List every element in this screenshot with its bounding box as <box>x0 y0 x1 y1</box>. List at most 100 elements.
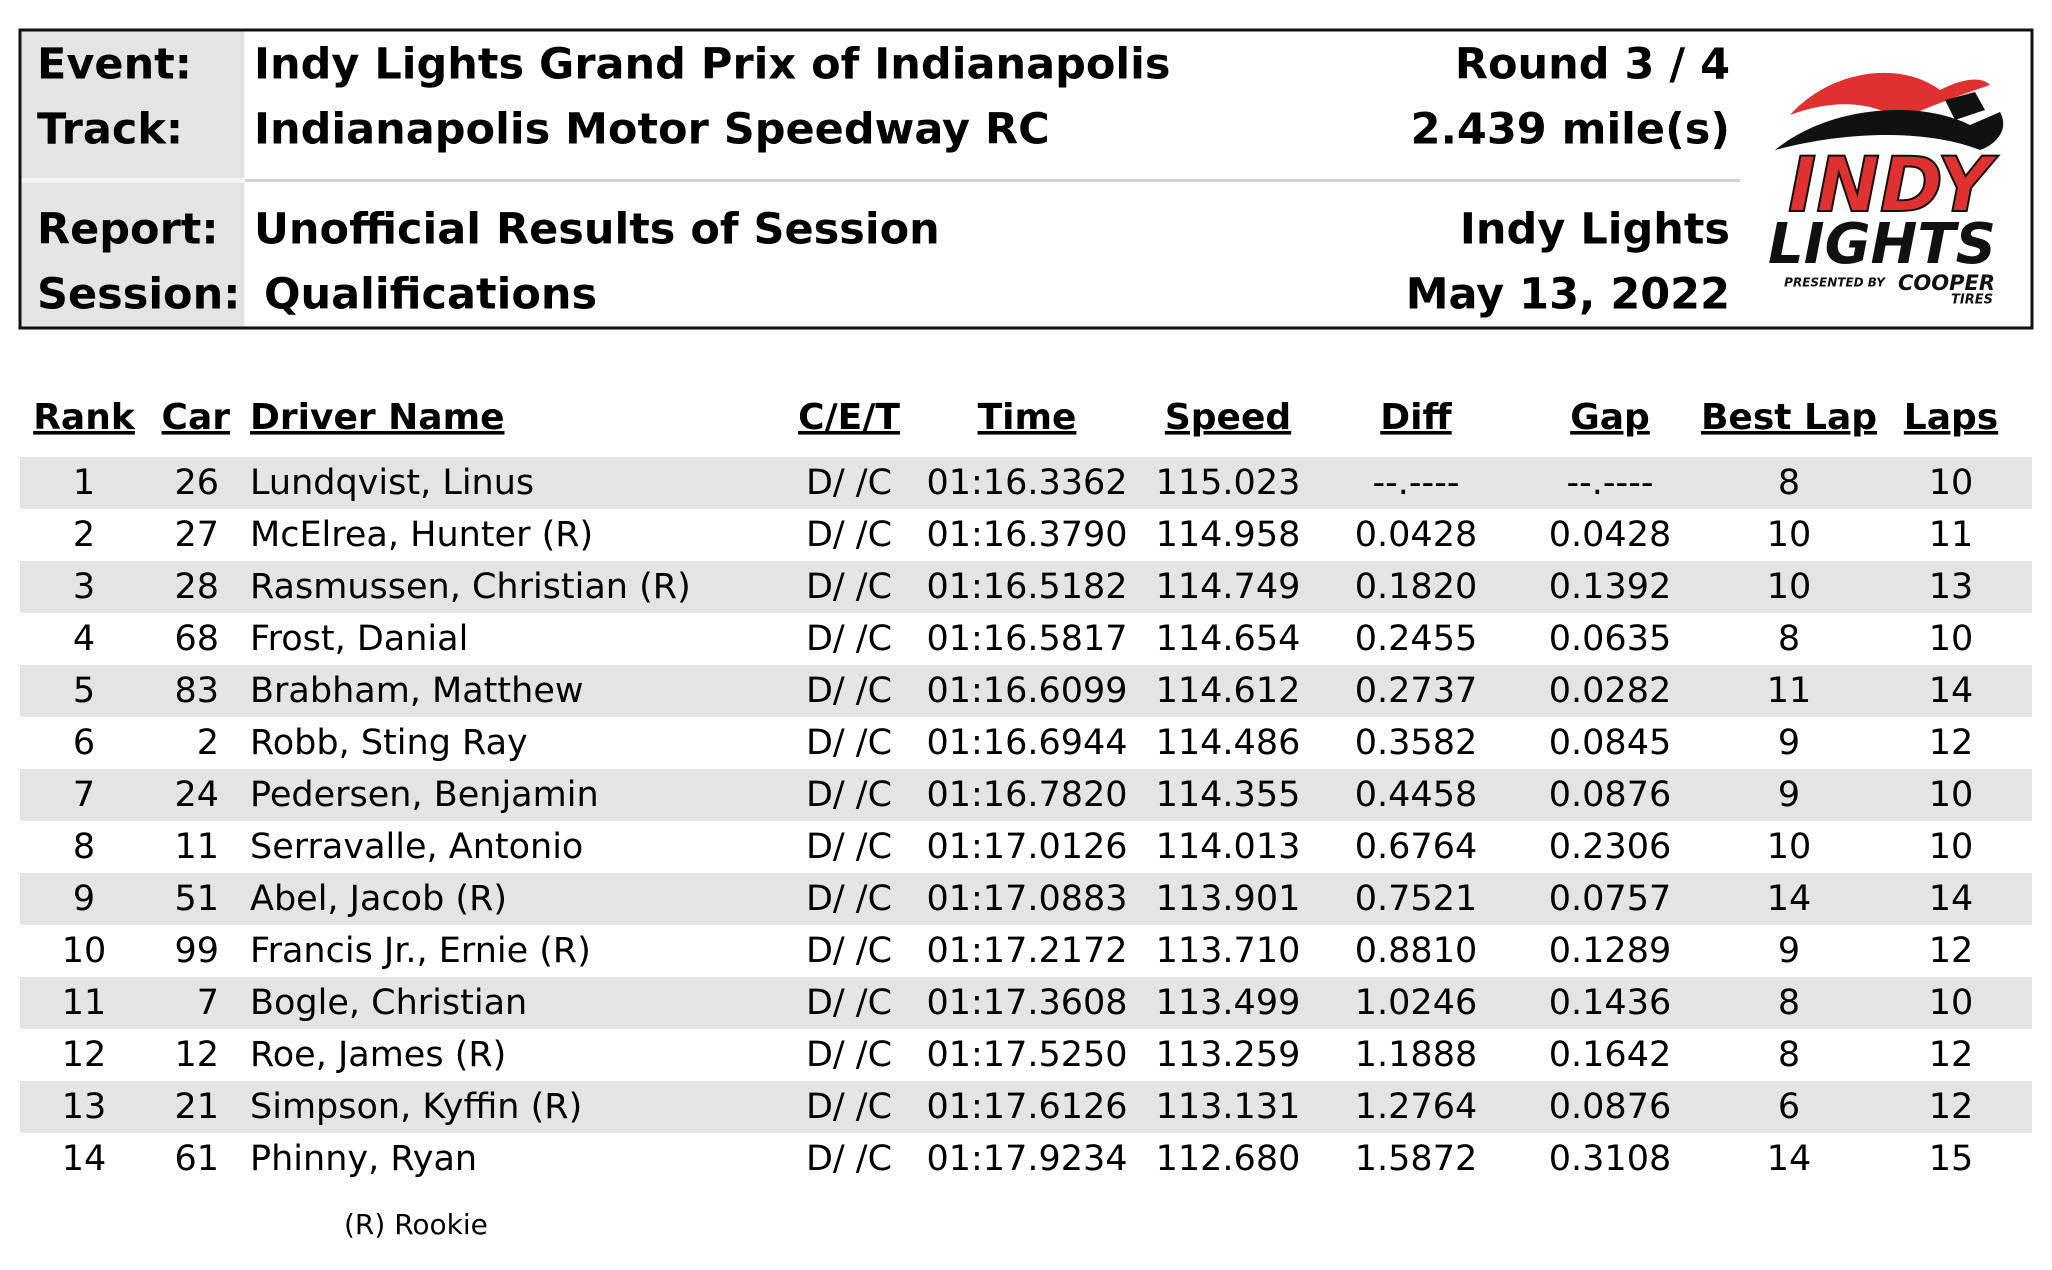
cell: 10 <box>1929 775 1974 815</box>
cell: 9 <box>73 879 95 919</box>
cell: 01:16.7820 <box>926 775 1127 815</box>
cell: 01:17.5250 <box>926 1035 1127 1075</box>
row-band <box>20 977 2032 1029</box>
cell: Lundqvist, Linus <box>250 463 534 503</box>
cell: 12 <box>1929 723 1974 763</box>
cell: 10 <box>1929 827 1974 867</box>
row-band <box>20 769 2032 821</box>
logo-lights: LIGHTS <box>1768 212 1996 277</box>
cell: 0.2455 <box>1355 619 1477 659</box>
cell: 61 <box>174 1139 219 1179</box>
cell: 0.0757 <box>1549 879 1671 919</box>
logo-sponsor: COOPER <box>1898 271 1995 295</box>
cell: 15 <box>1929 1139 1974 1179</box>
logo-presented: PRESENTED BY <box>1784 276 1886 290</box>
row-band <box>20 1081 2032 1133</box>
cell: 0.6764 <box>1355 827 1477 867</box>
cell: --.---- <box>1567 463 1654 503</box>
cell: 11 <box>174 827 219 867</box>
cell: 0.0635 <box>1549 619 1671 659</box>
cell: 14 <box>1929 879 1974 919</box>
column-header: Time <box>978 397 1077 438</box>
cell: 14 <box>1929 671 1974 711</box>
header-value: Indianapolis Motor Speedway RC <box>254 105 1050 155</box>
cell: D/ /C <box>806 1139 892 1179</box>
cell: 14 <box>62 1139 107 1179</box>
cell: 114.654 <box>1156 619 1301 659</box>
cell: 13 <box>62 1087 107 1127</box>
cell: Robb, Sting Ray <box>250 723 528 763</box>
logo-flag <box>1945 92 1985 120</box>
header-divider <box>245 179 1740 182</box>
header-right: May 13, 2022 <box>1406 270 1730 320</box>
cell: 12 <box>62 1035 107 1075</box>
cell: 10 <box>1929 619 1974 659</box>
cell: 0.0845 <box>1549 723 1671 763</box>
cell: 1.5872 <box>1355 1139 1477 1179</box>
header-label: Session: <box>37 270 240 320</box>
cell: 114.486 <box>1156 723 1301 763</box>
row-band <box>20 665 2032 717</box>
header: Event: Indy Lights Grand Prix of Indianap… <box>37 40 1730 320</box>
cell: 01:16.6099 <box>926 671 1127 711</box>
cell: 01:16.3790 <box>926 515 1127 555</box>
cell: 113.259 <box>1156 1035 1301 1075</box>
cell: 4 <box>73 619 95 659</box>
header-right: 2.439 mile(s) <box>1411 105 1730 155</box>
cell: 114.612 <box>1156 671 1301 711</box>
logo-sponsor-sub: TIRES <box>1951 293 1993 308</box>
cell: 114.958 <box>1156 515 1301 555</box>
header-label: Track: <box>37 105 183 155</box>
cell: 51 <box>174 879 219 919</box>
cell: --.---- <box>1373 463 1460 503</box>
cell: Frost, Danial <box>250 619 468 659</box>
cell: 26 <box>174 463 219 503</box>
row-band <box>20 561 2032 613</box>
cell: Roe, James (R) <box>250 1035 506 1075</box>
cell: 01:16.5817 <box>926 619 1127 659</box>
cell: Phinny, Ryan <box>250 1139 477 1179</box>
cell: 3 <box>73 567 95 607</box>
cell: 12 <box>1929 1035 1974 1075</box>
cell: 9 <box>1778 931 1800 971</box>
column-header: C/E/T <box>798 397 900 438</box>
cell: D/ /C <box>806 463 892 503</box>
cell: 114.355 <box>1156 775 1301 815</box>
cell: D/ /C <box>806 515 892 555</box>
cell: McElrea, Hunter (R) <box>250 515 593 555</box>
cell: 11 <box>1767 671 1812 711</box>
cell: 8 <box>73 827 95 867</box>
cell: 10 <box>62 931 107 971</box>
header-right: Round 3 / 4 <box>1455 40 1730 90</box>
cell: 113.710 <box>1156 931 1301 971</box>
cell: 0.8810 <box>1355 931 1477 971</box>
cell: Francis Jr., Ernie (R) <box>250 931 591 971</box>
cell: 01:16.5182 <box>926 567 1127 607</box>
cell: D/ /C <box>806 775 892 815</box>
cell: 01:17.0883 <box>926 879 1127 919</box>
cell: 01:17.6126 <box>926 1087 1127 1127</box>
cell: Pedersen, Benjamin <box>250 775 599 815</box>
cell: Abel, Jacob (R) <box>250 879 507 919</box>
cell: D/ /C <box>806 1035 892 1075</box>
row-band <box>20 457 2032 509</box>
cell: 7 <box>73 775 95 815</box>
cell: 01:17.2172 <box>926 931 1127 971</box>
cell: 2 <box>197 723 219 763</box>
cell: 114.013 <box>1156 827 1301 867</box>
cell: 10 <box>1767 827 1812 867</box>
logo-swoosh-red <box>1790 72 1990 120</box>
cell: 2 <box>73 515 95 555</box>
cell: 12 <box>1929 931 1974 971</box>
cell: 01:17.3608 <box>926 983 1127 1023</box>
cell: 83 <box>174 671 219 711</box>
cell: 1.1888 <box>1355 1035 1477 1075</box>
cell: 01:17.0126 <box>926 827 1127 867</box>
header-label: Event: <box>37 40 192 90</box>
header-label: Report: <box>37 205 219 255</box>
cell: 0.3108 <box>1549 1139 1671 1179</box>
cell: 0.0876 <box>1549 775 1671 815</box>
logo-swoosh-black <box>1775 110 2004 150</box>
cell: 6 <box>1778 1087 1800 1127</box>
cell: 8 <box>1778 1035 1800 1075</box>
